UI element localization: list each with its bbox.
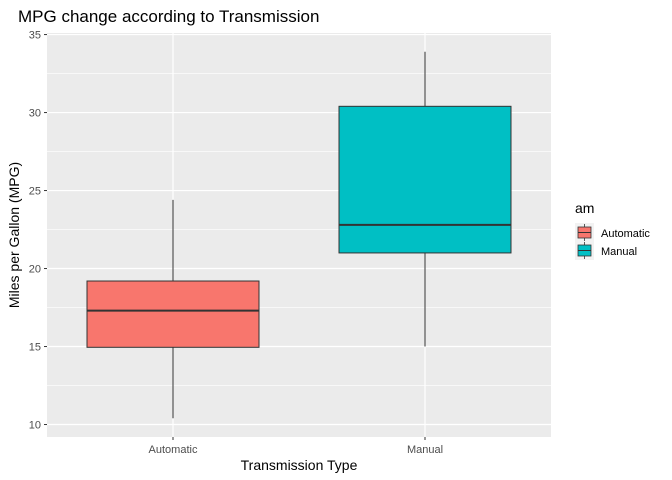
y-tick-label: 30 xyxy=(29,108,41,120)
legend-label: Manual xyxy=(601,246,637,258)
y-tick-label: 20 xyxy=(29,264,41,276)
x-axis-title: Transmission Type xyxy=(241,457,358,473)
legend-label: Automatic xyxy=(601,228,650,240)
y-tick-label: 10 xyxy=(29,420,41,432)
box-iqr xyxy=(338,105,512,254)
box-iqr xyxy=(86,280,260,348)
chart-title: MPG change according to Transmission xyxy=(18,7,319,26)
x-axis-ticks: Automatic Manual xyxy=(149,437,443,456)
x-tick-label: Manual xyxy=(407,444,443,456)
legend-title: am xyxy=(575,200,594,216)
box-automatic xyxy=(86,199,260,419)
y-tick-label: 35 xyxy=(29,30,41,42)
y-tick-label: 15 xyxy=(29,342,41,354)
box-manual xyxy=(338,51,512,347)
x-tick-label: Automatic xyxy=(149,444,198,456)
boxplots xyxy=(86,51,512,419)
y-axis-ticks: 10 15 20 25 30 35 xyxy=(29,30,47,432)
y-axis-title: Miles per Gallon (MPG) xyxy=(6,162,22,308)
y-tick-label: 25 xyxy=(29,186,41,198)
legend: am Automatic Manual xyxy=(575,200,650,260)
